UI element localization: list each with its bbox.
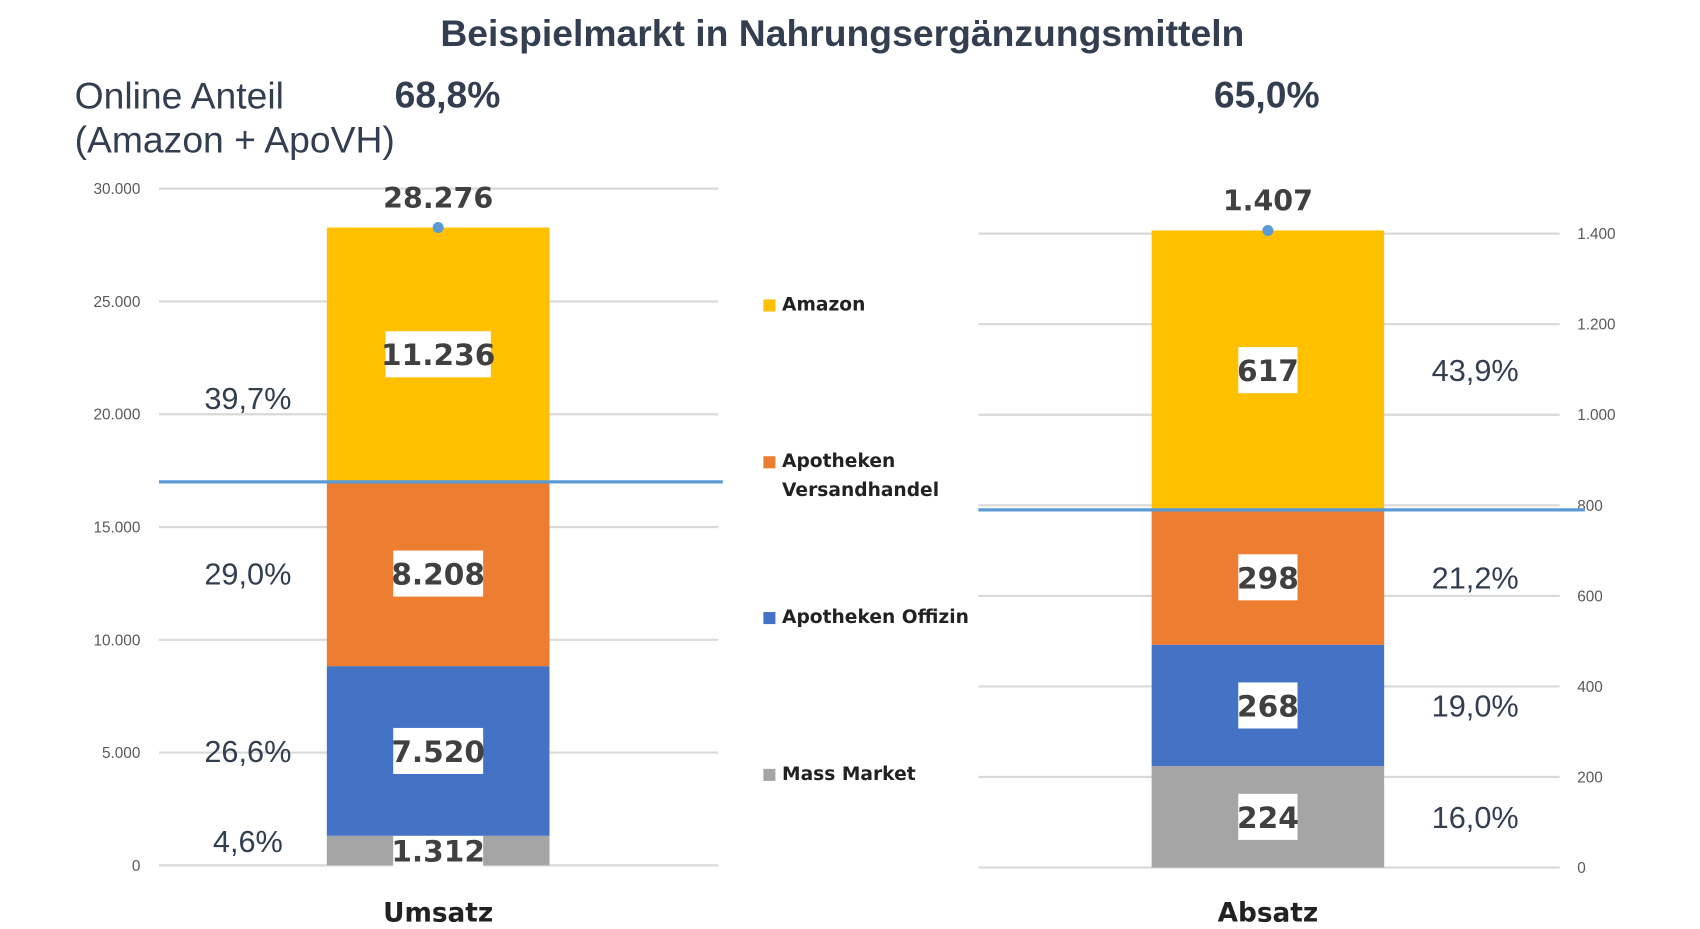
x-axis-label: Absatz [1218, 898, 1319, 928]
y-tick-label: 15.000 [93, 519, 140, 536]
data-label-box [1238, 682, 1298, 729]
y-tick-label: 1.200 [1577, 317, 1615, 334]
legend-swatch [763, 299, 776, 312]
legend-item: Mass Market [763, 760, 1001, 789]
legend-label: Amazon [782, 293, 866, 316]
chart-title: Beispielmarkt in Nahrungsergänzungsmitte… [440, 13, 1245, 55]
data-label: 11.236 [381, 338, 495, 372]
y-tick-label: 800 [1577, 498, 1603, 515]
legend-item: Apotheken Offizin [763, 603, 1001, 632]
data-label: 268 [1237, 689, 1299, 723]
total-label: 1.407 [1223, 185, 1313, 218]
y-tick-label: 0 [132, 858, 141, 875]
y-tick-label: 25.000 [93, 294, 140, 311]
legend-label: Mass Market [782, 763, 916, 786]
online-share-label: Online Anteil (Amazon + ApoVH) [74, 75, 395, 162]
y-tick-label: 20.000 [93, 407, 140, 424]
online-share-absatz: 65,0% [1213, 74, 1320, 117]
percent-label: 16,0% [1432, 800, 1519, 835]
legend-swatch [763, 456, 776, 469]
y-tick-label: 600 [1577, 588, 1603, 605]
data-label: 8.208 [391, 558, 485, 592]
data-label: 7.520 [391, 735, 485, 769]
percent-label: 39,7% [204, 381, 291, 416]
data-label-box [393, 727, 484, 774]
data-label-box [393, 550, 484, 597]
data-label-box [1238, 793, 1298, 840]
y-tick-label: 30.000 [93, 181, 140, 198]
data-label: 298 [1237, 561, 1299, 595]
data-label-box [1238, 554, 1298, 601]
data-label: 617 [1237, 354, 1299, 388]
y-tick-label: 1.400 [1577, 226, 1615, 243]
x-axis-label: Umsatz [383, 898, 493, 928]
legend-label: Apotheken Offizin [782, 606, 969, 629]
data-label: 1.312 [391, 835, 485, 869]
percent-label: 4,6% [213, 824, 283, 859]
percent-label: 19,0% [1432, 688, 1519, 723]
total-label: 28.276 [383, 182, 493, 215]
y-tick-label: 1.000 [1577, 407, 1615, 424]
percent-label: 29,0% [204, 557, 291, 592]
legend-swatch [763, 768, 776, 781]
y-tick-label: 400 [1577, 679, 1603, 696]
y-tick-label: 0 [1577, 860, 1586, 877]
total-marker [432, 222, 444, 234]
percent-label: 21,2% [1432, 560, 1519, 595]
total-marker [1262, 224, 1274, 236]
legend-item: Apotheken Versandhandel [763, 447, 947, 504]
percent-label: 26,6% [204, 734, 291, 769]
y-tick-label: 5.000 [102, 745, 140, 762]
data-label: 224 [1237, 801, 1299, 835]
percent-label: 43,9% [1432, 353, 1519, 388]
online-share-umsatz: 68,8% [394, 74, 501, 117]
data-label-box [385, 331, 491, 378]
data-label-box [1238, 347, 1298, 394]
legend-item: Amazon [763, 291, 1001, 320]
y-tick-label: 10.000 [93, 632, 140, 649]
legend-label: Apotheken Versandhandel [782, 450, 940, 502]
y-tick-label: 200 [1577, 769, 1603, 786]
legend-swatch [763, 612, 776, 625]
